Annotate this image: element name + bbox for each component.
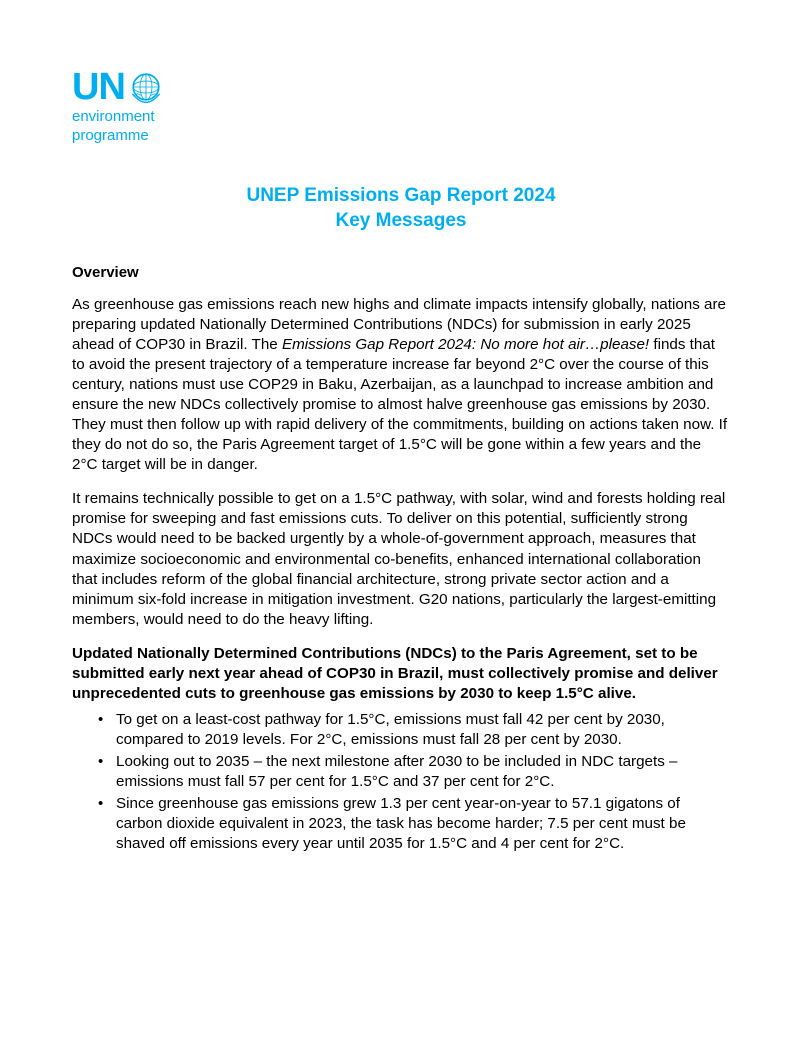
bullet-item: To get on a least-cost pathway for 1.5°C…	[116, 710, 730, 750]
overview-heading: Overview	[72, 264, 730, 281]
title-line-1: UNEP Emissions Gap Report 2024	[72, 183, 730, 209]
paragraph-1: As greenhouse gas emissions reach new hi…	[72, 295, 730, 476]
logo-subtext-1: environment	[72, 108, 730, 125]
bullet-item: Since greenhouse gas emissions grew 1.3 …	[116, 794, 730, 854]
logo-block: UN environment programme	[72, 68, 730, 145]
logo-line1: UN	[72, 68, 730, 106]
paragraph-2: It remains technically possible to get o…	[72, 489, 730, 629]
logo-subtext-2: programme	[72, 127, 730, 144]
paragraph-3-bold: Updated Nationally Determined Contributi…	[72, 644, 730, 704]
bullet-item: Looking out to 2035 – the next milestone…	[116, 752, 730, 792]
para1-italic: Emissions Gap Report 2024: No more hot a…	[282, 336, 649, 353]
un-wordmark: UN	[72, 68, 125, 106]
un-emblem-icon	[129, 70, 163, 104]
para1-part-b: finds that to avoid the present trajecto…	[72, 336, 727, 473]
bullet-list: To get on a least-cost pathway for 1.5°C…	[72, 710, 730, 854]
document-title: UNEP Emissions Gap Report 2024 Key Messa…	[72, 183, 730, 234]
title-line-2: Key Messages	[72, 208, 730, 234]
